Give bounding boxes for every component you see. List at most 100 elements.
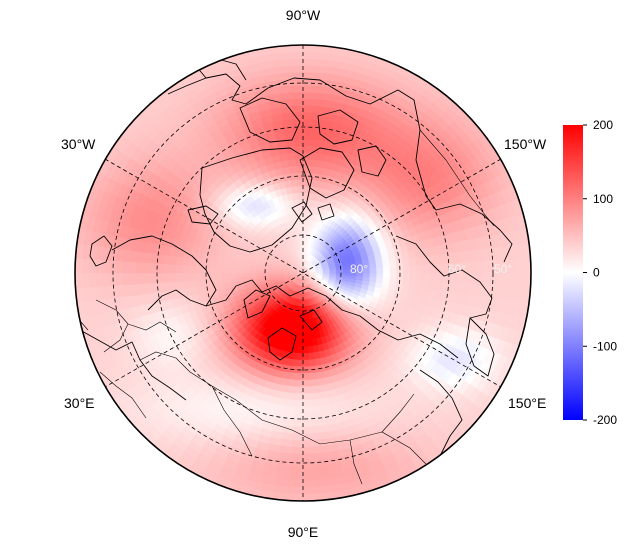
field-cell <box>295 373 304 381</box>
field-cell <box>175 280 184 290</box>
field-cell <box>376 272 384 279</box>
field-cell <box>162 254 171 265</box>
field-cell <box>415 256 424 266</box>
field-cell <box>262 272 270 276</box>
lon-label-90w: 90°W <box>286 7 321 23</box>
field-cell <box>222 272 230 279</box>
lon-label-150e: 150°E <box>508 395 546 411</box>
field-cell <box>409 279 418 289</box>
lat-label-50: 50° <box>494 262 512 276</box>
field-cell <box>302 399 313 408</box>
colorbar-tick-label: -100 <box>593 339 617 353</box>
field-cell <box>195 272 203 281</box>
field-cell <box>311 125 323 134</box>
field-cell <box>302 453 316 462</box>
field-cell <box>310 398 321 408</box>
field-cell <box>429 272 438 283</box>
field-cell <box>286 145 296 154</box>
field-cell <box>188 265 197 274</box>
field-cell <box>288 480 304 488</box>
field-cell <box>409 257 418 267</box>
field-cell <box>108 272 116 287</box>
field-cell <box>302 352 310 361</box>
field-cell <box>322 270 331 274</box>
field-cell <box>215 266 224 274</box>
field-cell <box>302 71 317 80</box>
field-cell <box>255 272 264 277</box>
field-cell <box>302 326 308 334</box>
field-cell <box>483 272 492 286</box>
field-cell <box>175 272 183 282</box>
field-cell <box>376 267 384 274</box>
field-cell <box>302 91 316 100</box>
field-cell <box>291 185 299 194</box>
field-cell <box>310 152 320 161</box>
field-cell <box>329 270 337 274</box>
field-cell <box>290 178 298 187</box>
field-cell <box>302 480 318 488</box>
field-cell <box>235 276 244 283</box>
field-cell <box>291 439 304 448</box>
field-cell <box>336 270 344 274</box>
field-cell <box>302 486 318 495</box>
field-cell <box>293 399 304 408</box>
field-cell <box>283 412 295 421</box>
field-cell <box>168 272 177 283</box>
field-cell <box>195 279 204 288</box>
field-cell <box>289 64 304 73</box>
field-cell <box>309 158 319 167</box>
field-cell <box>302 406 313 415</box>
field-cell <box>141 262 150 274</box>
field-cell <box>369 272 378 279</box>
field-cell <box>469 261 478 274</box>
field-cell <box>288 58 304 66</box>
field-cell <box>142 282 151 295</box>
field-cell <box>297 346 304 354</box>
field-cell <box>175 264 183 274</box>
field-cell <box>302 460 317 468</box>
field-cell <box>289 466 304 475</box>
field-cell <box>290 446 304 455</box>
field-cell <box>81 258 90 274</box>
field-cell <box>208 266 217 274</box>
field-cell <box>181 272 190 282</box>
field-cell <box>288 372 297 381</box>
field-cell <box>403 265 411 274</box>
field-cell <box>235 272 244 278</box>
field-cell <box>94 272 103 287</box>
field-cell <box>299 225 304 234</box>
colorbar-tick-label: -200 <box>593 413 617 427</box>
field-cell <box>302 185 310 194</box>
field-cell <box>168 255 178 266</box>
field-cell <box>302 466 317 475</box>
field-cell <box>309 372 318 381</box>
field-cell <box>296 185 304 194</box>
field-cell <box>135 261 143 274</box>
field-cell <box>394 253 404 262</box>
field-cell <box>302 98 315 107</box>
field-cell <box>182 256 191 266</box>
field-cell <box>285 398 296 408</box>
field-cell <box>389 260 398 268</box>
field-cell <box>291 105 304 113</box>
field-cell <box>435 281 444 292</box>
field-cell <box>428 280 438 291</box>
field-cell <box>476 260 485 274</box>
colorbar-tick-label: 0 <box>593 266 600 280</box>
field-cell <box>302 125 313 133</box>
field-cell <box>423 272 431 282</box>
field-cell <box>389 266 398 274</box>
field-cell <box>302 446 316 455</box>
field-cell <box>302 473 317 482</box>
field-cell <box>288 486 304 495</box>
field-cell <box>168 280 178 291</box>
field-cell <box>306 325 312 334</box>
field-cell <box>369 263 377 269</box>
field-cell <box>302 84 316 93</box>
field-cell <box>114 272 123 286</box>
field-cell <box>342 269 351 274</box>
field-cell <box>382 272 391 280</box>
field-cell <box>302 131 313 140</box>
field-cell <box>302 64 317 73</box>
lon-label-30e: 30°E <box>64 395 95 411</box>
